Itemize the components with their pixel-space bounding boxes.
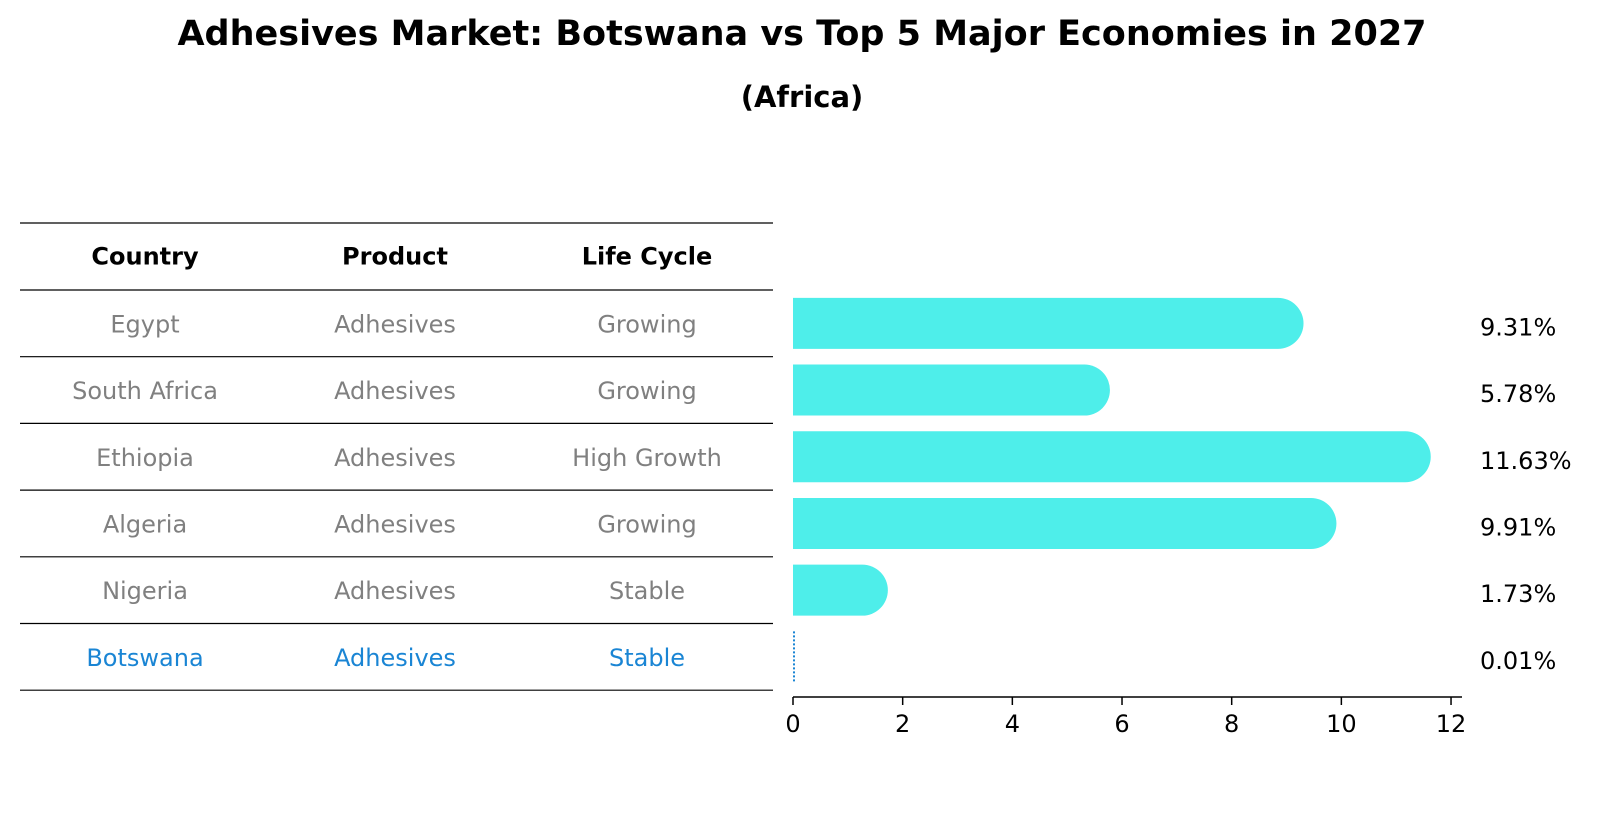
x-tick-label: 8 — [1224, 710, 1239, 738]
table-cell-life-cycle: Stable — [609, 577, 685, 605]
growth-bars: 9.31% 5.78% 11.63% 9.91% 1.73% 0.01% — [793, 297, 1572, 683]
table-cell-country: Nigeria — [102, 577, 188, 605]
table-cell-product: Adhesives — [334, 510, 456, 538]
table-cell-country: Botswana — [86, 644, 203, 672]
chart-subtitle: (Africa) — [740, 80, 864, 114]
value-label: 0.01% — [1480, 647, 1556, 675]
x-tick-label: 4 — [1005, 710, 1020, 738]
bar-nigeria — [793, 564, 888, 616]
table-cell-product: Adhesives — [334, 577, 456, 605]
x-tick-label: 6 — [1114, 710, 1129, 738]
value-label: 9.91% — [1480, 513, 1556, 541]
value-label: 5.78% — [1480, 380, 1556, 408]
value-label: 1.73% — [1480, 580, 1556, 608]
table-cell-country: Algeria — [103, 510, 187, 538]
table-cell-product: Adhesives — [334, 444, 456, 472]
table-cell-life-cycle: Stable — [609, 644, 685, 672]
table-cell-life-cycle: Growing — [597, 510, 696, 538]
life-cycle-table: Country Product Life Cycle Egypt Adhesives Gr… — [20, 222, 773, 691]
table-cell-country: South Africa — [72, 377, 218, 405]
bar-algeria — [793, 497, 1337, 549]
x-tick-label: 2 — [895, 710, 910, 738]
table-cell-life-cycle: Growing — [597, 310, 696, 338]
table-cell-product: Adhesives — [334, 377, 456, 405]
table-cell-product: Adhesives — [334, 310, 456, 338]
table-header-country: Country — [91, 243, 199, 271]
chart-title: Adhesives Market: Botswana vs Top 5 Majo… — [177, 14, 1427, 54]
table-cell-life-cycle: High Growth — [572, 444, 722, 472]
x-axis: 0 2 4 6 8 10 12 — [785, 696, 1467, 738]
table-cell-product: Adhesives — [334, 644, 456, 672]
value-label: 11.63% — [1480, 447, 1572, 475]
table-header-product: Product — [342, 243, 448, 271]
bar-egypt — [793, 297, 1304, 349]
table-cell-life-cycle: Growing — [597, 377, 696, 405]
x-tick-label: 10 — [1326, 710, 1357, 738]
table-cell-country: Egypt — [110, 310, 179, 338]
bar-ethiopia — [793, 431, 1431, 483]
table-cell-country: Ethiopia — [96, 444, 194, 472]
bar-south-africa — [793, 364, 1110, 416]
x-tick-label: 12 — [1436, 710, 1467, 738]
x-tick-label: 0 — [785, 710, 800, 738]
table-header-life-cycle: Life Cycle — [582, 243, 713, 271]
value-label: 9.31% — [1480, 313, 1556, 341]
